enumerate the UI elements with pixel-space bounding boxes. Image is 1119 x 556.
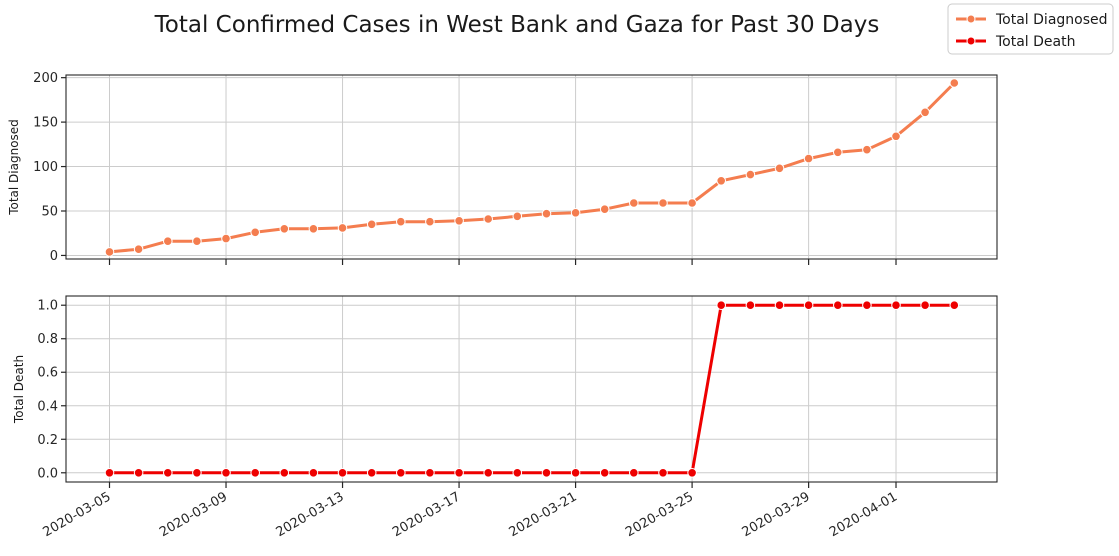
y-tick-label: 0.6 [37,366,58,381]
legend: Total Diagnosed Total Death [947,3,1114,55]
data-point [745,300,756,311]
data-point [629,198,639,208]
data-point [658,198,668,208]
data-point [308,224,319,234]
x-tick-label: 2020-03-17 [390,489,463,540]
data-point [104,468,115,478]
data-point [396,216,406,227]
data-point [250,227,260,238]
data-point [687,198,697,208]
data-point [891,300,901,311]
data-point [454,468,464,478]
data-point [308,468,319,478]
axes-frame [65,74,998,260]
data-point [803,300,814,311]
data-point [250,468,260,478]
data-point [192,468,202,478]
data-point [483,468,494,478]
legend-frame [947,3,1114,55]
data-point [862,144,872,155]
data-point [803,153,814,164]
y-tick-label: 0.2 [37,433,58,448]
data-point [133,244,144,254]
data-point [337,468,348,478]
x-tick-label: 2020-03-29 [740,489,813,540]
data-point [337,223,348,233]
data-point [629,468,639,478]
data-point [570,468,581,478]
data-point [570,208,581,218]
y-tick-label: 200 [33,71,58,86]
data-point [541,208,552,219]
data-point [716,300,727,311]
data-point [192,236,202,246]
y-tick-label: 1.0 [37,299,58,314]
data-point [774,163,785,174]
x-tick-label: 2020-03-25 [623,489,696,540]
data-point [454,216,464,226]
y-tick-label: 0.0 [37,466,58,481]
panel-total-death: 0.0 0.2 0.4 0.6 0.8 1.0 Total Death [12,295,998,488]
data-point [949,78,960,88]
y-tick-label: 150 [33,116,58,131]
data-point [221,233,231,244]
x-axis-date-labels: 2020-03-05 2020-03-09 2020-03-13 2020-03-17… [41,489,900,540]
data-point [599,204,610,214]
x-tick-label: 2020-04-01 [827,489,900,540]
x-tick-label: 2020-03-21 [507,489,580,540]
data-point [687,468,697,478]
y-axis-label: Total Diagnosed [7,119,21,216]
y-tick-label: 50 [41,205,58,220]
series-line-total-diagnosed [108,81,956,254]
data-point [599,468,610,478]
series-line-total-death [108,303,956,475]
data-point [104,247,115,257]
data-point [833,147,843,158]
data-point [658,468,668,478]
y-tick-label: 0.8 [37,332,58,347]
data-point [366,219,377,230]
y-tick-label: 100 [33,160,58,175]
data-point [163,236,173,246]
axes-frame [65,295,998,483]
data-point [541,468,552,478]
chart-title: Total Confirmed Cases in West Bank and G… [154,12,880,38]
data-point [949,300,960,311]
x-tick-label: 2020-03-13 [274,489,347,540]
data-point [920,107,930,118]
x-tick-label: 2020-03-09 [157,489,230,540]
data-point [745,169,756,180]
legend-marker-total-death [966,36,976,46]
data-point [425,216,435,227]
data-point [512,211,523,222]
data-point [396,468,406,478]
data-point [425,468,435,478]
legend-label-total-diagnosed: Total Diagnosed [995,12,1108,28]
data-point [221,468,231,478]
y-axis-label: Total Death [12,355,26,424]
y-tick-label: 0.4 [37,399,58,414]
data-point [833,300,843,311]
panel-total-diagnosed: 0 50 100 150 200 Total Diagnosed [7,71,998,265]
data-point [366,468,377,478]
data-point [279,224,290,234]
data-point [133,468,144,478]
data-point [891,131,901,142]
data-point [862,300,872,311]
data-point [163,468,173,478]
y-tick-label: 0 [50,249,58,264]
data-point [279,468,290,478]
legend-marker-total-diagnosed [966,14,976,24]
data-point [716,176,727,186]
data-point [483,214,494,224]
data-point [920,300,930,311]
data-point [774,300,785,311]
legend-label-total-death: Total Death [995,34,1075,50]
x-tick-label: 2020-03-05 [41,489,114,540]
data-point [512,468,523,478]
